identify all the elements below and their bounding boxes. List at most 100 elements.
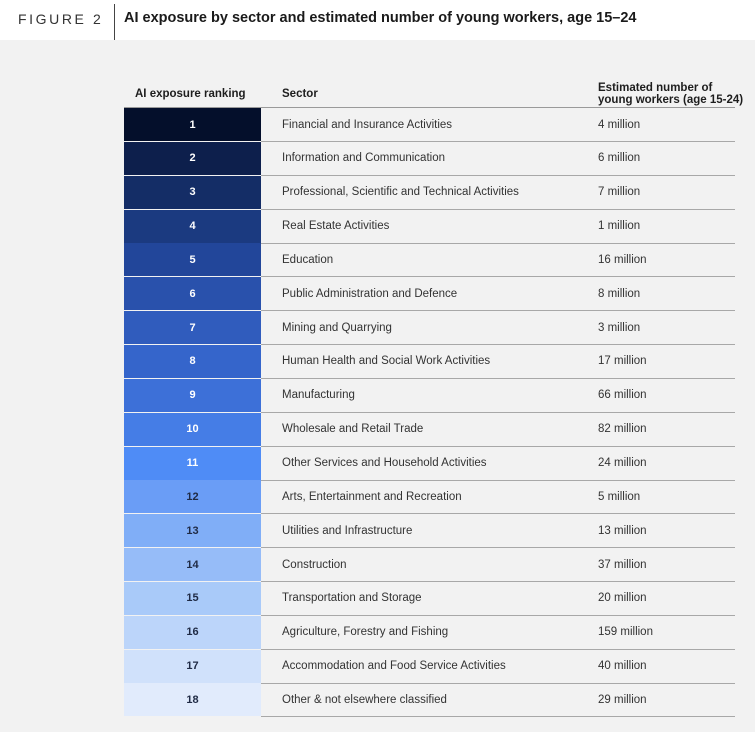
sector-cell: Human Health and Social Work Activities [282, 355, 491, 368]
workers-cell: 13 million [598, 524, 647, 537]
column-header-workers-line2: young workers (age 15-24) [598, 94, 744, 106]
table-row: 5 Education 16 million [124, 243, 735, 278]
column-header-workers: Estimated number of young workers (age 1… [598, 82, 743, 106]
sector-cell: Wholesale and Retail Trade [282, 423, 424, 436]
rank-cell: 8 [124, 344, 261, 378]
workers-cell: 159 million [598, 626, 653, 639]
workers-cell: 7 million [598, 186, 641, 199]
workers-cell: 17 million [598, 355, 647, 368]
workers-cell: 37 million [598, 558, 647, 571]
table-row: 18 Other & not elsewhere classified 29 mil… [124, 683, 735, 718]
sector-cell: Real Estate Activities [282, 220, 390, 233]
rank-cell: 4 [124, 209, 261, 243]
sector-cell: Arts, Entertainment and Recreation [282, 490, 462, 503]
table-row: 11 Other Services and Household Activitie… [124, 446, 735, 481]
rank-cell: 18 [124, 683, 261, 717]
row-divider [261, 310, 735, 312]
sector-cell: Mining and Quarrying [282, 321, 392, 334]
workers-cell: 3 million [598, 321, 641, 334]
sector-cell: Other & not elsewhere classified [282, 693, 447, 706]
rank-cell: 15 [124, 581, 261, 615]
rank-cell: 16 [124, 615, 261, 649]
row-divider [261, 716, 735, 718]
workers-cell: 20 million [598, 592, 647, 605]
row-divider [261, 174, 735, 176]
row-divider [261, 208, 735, 210]
row-divider [261, 344, 735, 346]
table-row: 4 Real Estate Activities 1 million [124, 209, 735, 244]
workers-cell: 6 million [598, 152, 641, 165]
sector-cell: Professional, Scientific and Technical A… [282, 186, 519, 199]
rank-cell: 14 [124, 548, 261, 582]
sector-cell: Agriculture, Forestry and Fishing [282, 626, 449, 639]
rank-cell: 17 [124, 649, 261, 683]
workers-cell: 29 million [598, 693, 647, 706]
sector-cell: Accommodation and Food Service Activitie… [282, 660, 506, 673]
sector-cell: Financial and Insurance Activities [282, 118, 453, 131]
row-divider [261, 242, 735, 244]
workers-cell: 1 million [598, 220, 641, 233]
table-row: 13 Utilities and Infrastructure 13 million [124, 514, 735, 549]
table-row: 14 Construction 37 million [124, 548, 735, 583]
rank-cell: 10 [124, 412, 261, 446]
header-rule [124, 107, 735, 108]
row-divider [261, 141, 735, 142]
sector-cell: Utilities and Infrastructure [282, 524, 413, 537]
figure-title: AI exposure by sector and estimated numb… [124, 10, 637, 26]
rank-cell: 2 [124, 141, 261, 175]
rank-cell: 7 [124, 311, 261, 345]
workers-cell: 66 million [598, 389, 647, 402]
rank-cell: 1 [124, 108, 261, 141]
rank-cell: 12 [124, 480, 261, 514]
rank-cell: 5 [124, 243, 261, 277]
table-row: 16 Agriculture, Forestry and Fishing 159 m… [124, 615, 735, 650]
sector-cell: Other Services and Household Activities [282, 457, 487, 469]
table-row: 17 Accommodation and Food Service Activit… [124, 649, 735, 684]
table-row: 6 Public Administration and Defence 8 mill… [124, 277, 735, 312]
table-row: 10 Wholesale and Retail Trade 82 million [124, 412, 735, 447]
row-divider [261, 648, 735, 650]
sector-cell: Education [282, 253, 334, 266]
workers-cell: 8 million [598, 287, 641, 300]
sector-cell: Transportation and Storage [282, 592, 422, 605]
row-divider [261, 614, 735, 616]
sector-cell: Manufacturing [282, 389, 355, 402]
table-row: 9 Manufacturing 66 million [124, 378, 735, 413]
row-divider [261, 479, 735, 481]
sector-cell: Public Administration and Defence [282, 287, 458, 300]
workers-cell: 24 million [598, 457, 647, 469]
row-divider [261, 682, 735, 684]
row-divider [261, 581, 735, 583]
workers-cell: 4 million [598, 118, 641, 131]
workers-cell: 5 million [598, 490, 641, 503]
table-row: 3 Professional, Scientific and Technical … [124, 175, 735, 210]
row-divider [261, 513, 735, 515]
row-divider [261, 411, 735, 413]
figure-label: FIGURE 2 [18, 11, 104, 27]
table-row: 1 Financial and Insurance Activities 4 mil… [124, 108, 735, 142]
workers-cell: 82 million [598, 423, 647, 436]
workers-cell: 16 million [598, 253, 647, 266]
rank-cell: 11 [124, 446, 261, 480]
row-divider [261, 276, 735, 278]
workers-cell: 40 million [598, 660, 647, 673]
table-row: 7 Mining and Quarrying 3 million [124, 311, 735, 346]
table-row: 12 Arts, Entertainment and Recreation 5 mi… [124, 480, 735, 515]
rank-cell: 6 [124, 277, 261, 311]
column-header-rank: AI exposure ranking [135, 88, 246, 100]
header-divider [114, 4, 115, 40]
table-row: 8 Human Health and Social Work Activities… [124, 344, 735, 379]
table-row: 2 Information and Communication 6 million [124, 141, 735, 176]
rank-cell: 9 [124, 378, 261, 412]
rank-cell: 13 [124, 514, 261, 548]
row-divider [261, 377, 735, 379]
column-header-sector: Sector [282, 88, 318, 100]
row-divider [261, 547, 735, 549]
row-divider [261, 445, 735, 447]
column-header-workers-line1: Estimated number of [598, 82, 713, 94]
figure-header: FIGURE 2 AI exposure by sector and estim… [0, 0, 755, 40]
sector-cell: Information and Communication [282, 152, 445, 165]
sector-cell: Construction [282, 558, 347, 571]
rank-cell: 3 [124, 175, 261, 209]
table-row: 15 Transportation and Storage 20 million [124, 581, 735, 616]
